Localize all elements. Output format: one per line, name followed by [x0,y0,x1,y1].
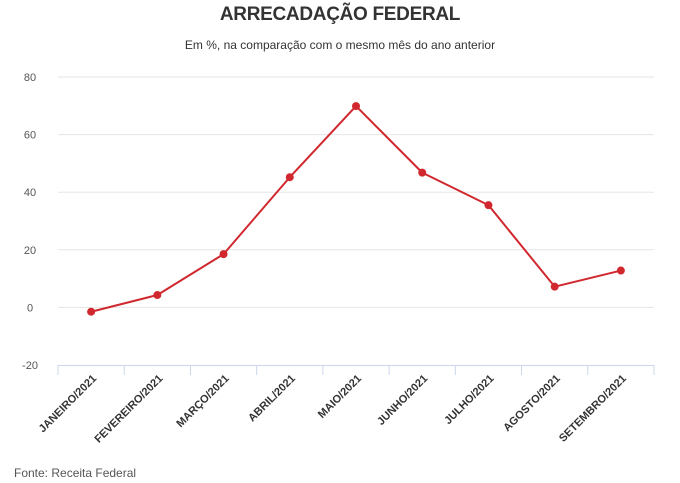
grid-lines [58,76,654,308]
data-point[interactable] [285,173,294,182]
series-lines [90,105,622,313]
x-tick-label: JULHO/2021 [442,373,496,427]
y-tick-label: -20 [22,360,38,372]
x-tick-label: ABRIL/2021 [246,373,298,425]
data-point[interactable] [87,307,96,316]
data-point[interactable] [219,250,228,259]
x-tick-label: SETEMBRO/2021 [557,373,629,445]
x-tick-label: FEVEREIRO/2021 [93,373,166,446]
y-tick-label: 40 [24,187,36,199]
chart-title: ARRECADAÇÃO FEDERAL [219,4,461,25]
data-point[interactable] [484,201,493,210]
x-tick-label: JUNHO/2021 [375,373,430,428]
data-point[interactable] [616,266,625,275]
x-tick-label: AGOSTO/2021 [501,373,563,435]
x-tick-label: MAIO/2021 [316,373,364,421]
data-points [87,102,625,316]
chart-subtitle: Em %, na comparação com o mesmo mês do a… [184,38,496,52]
y-tick-label: 80 [24,72,36,84]
x-tick-label: JANEIRO/2021 [37,373,100,436]
data-point[interactable] [352,102,360,111]
source-note: Fonte: Receita Federal [14,466,137,480]
y-tick-label: 20 [24,245,36,257]
y-axis: -20 0 20 40 60 80 [22,72,38,372]
y-tick-label: 60 [24,130,36,142]
data-point[interactable] [550,282,559,291]
data-point[interactable] [153,291,162,300]
data-point[interactable] [418,168,427,177]
x-tick-label: MARÇO/2021 [174,373,231,430]
series-line [90,105,622,313]
y-tick-label: 0 [27,302,33,314]
